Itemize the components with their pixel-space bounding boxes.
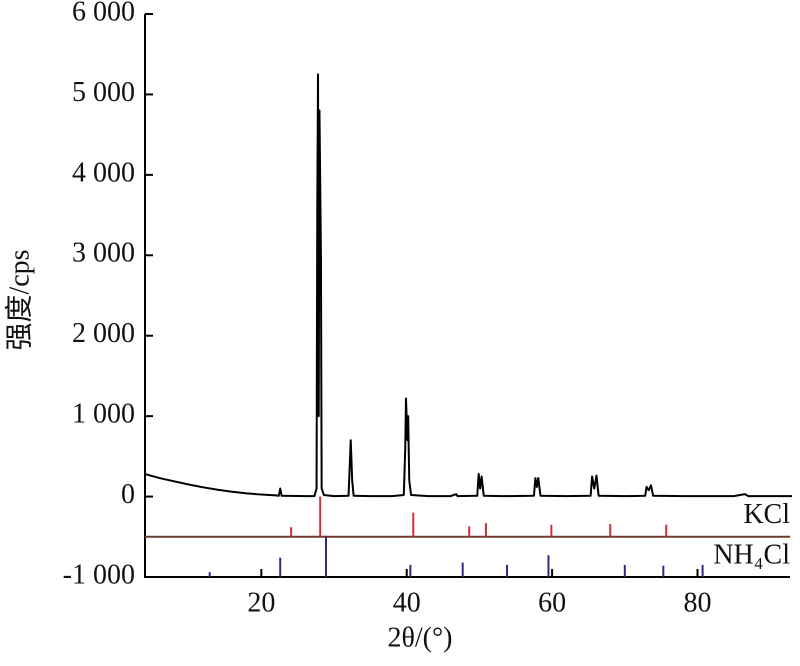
y-tick-label: 2 000 <box>72 318 135 349</box>
y-tick-label: 0 <box>121 479 135 510</box>
y-tick-label: 1 000 <box>72 399 135 430</box>
y-tick-label: -1 000 <box>63 559 135 590</box>
y-tick-label: 6 000 <box>72 0 135 27</box>
y-axis-title: 强度/cps <box>3 249 35 350</box>
xrd-pattern <box>144 73 792 498</box>
x-tick-label: 20 <box>247 587 275 618</box>
x-tick-label: 40 <box>393 587 421 618</box>
x-tick-label: 60 <box>538 587 566 618</box>
y-tick-label: 5 000 <box>72 77 135 108</box>
reference-label: NH₄Cl <box>713 539 790 570</box>
y-tick-label: 3 000 <box>72 238 135 269</box>
reference-label: KCl <box>743 499 790 530</box>
x-axis-title: 2θ/(°) <box>387 622 452 653</box>
y-tick-label: 4 000 <box>72 157 135 188</box>
x-tick-label: 80 <box>683 587 711 618</box>
